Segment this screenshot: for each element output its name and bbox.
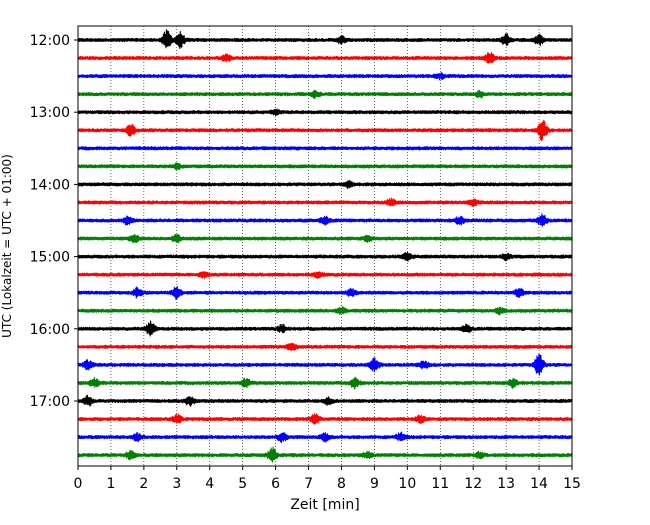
x-tick-label: 11 <box>431 476 449 492</box>
x-tick-label: 14 <box>530 476 548 492</box>
grid-layer <box>110 26 540 466</box>
x-tick-label: 13 <box>497 476 515 492</box>
trace-1430 <box>77 213 573 227</box>
trace-1600 <box>77 320 573 337</box>
y-tick-label: 12:00 <box>30 33 70 49</box>
x-tick-label: 1 <box>106 476 115 492</box>
y-axis-ticks: 12:00 13:00 14:00 15:00 16:00 17:00 <box>30 33 78 410</box>
trace-1700 <box>77 394 573 407</box>
y-tick-label: 16:00 <box>30 322 70 338</box>
x-tick-label: 9 <box>370 476 379 492</box>
x-tick-label: 4 <box>205 476 214 492</box>
trace-1730 <box>77 431 573 444</box>
x-axis-label: Zeit [min] <box>290 497 359 513</box>
y-tick-label: 14:00 <box>30 177 70 193</box>
trace-1415 <box>77 197 573 208</box>
trace-1315 <box>77 119 573 142</box>
y-tick-label: 17:00 <box>30 394 70 410</box>
x-tick-label: 10 <box>398 476 416 492</box>
trace-1500 <box>77 251 573 262</box>
trace-1330 <box>77 146 573 151</box>
trace-1645 <box>77 376 573 390</box>
x-tick-label: 5 <box>238 476 247 492</box>
x-tick-label: 15 <box>563 476 581 492</box>
y-tick-label: 13:00 <box>30 105 70 121</box>
trace-1400 <box>77 179 573 190</box>
y-axis-label: UTC (Lokalzeit = UTC + 01:00) <box>0 154 14 338</box>
trace-1530 <box>77 286 573 300</box>
trace-1715 <box>77 413 573 425</box>
trace-1745 <box>77 446 573 463</box>
trace-1545 <box>77 306 573 316</box>
trace-1200 <box>77 29 573 49</box>
x-tick-label: 3 <box>172 476 181 492</box>
x-tick-label: 6 <box>271 476 280 492</box>
trace-1345 <box>77 162 573 171</box>
trace-1245 <box>77 89 573 99</box>
x-axis-ticks: 0 1 2 3 4 5 6 7 8 9 10 11 12 13 14 15 <box>74 466 581 492</box>
trace-1445 <box>77 233 573 244</box>
trace-layer <box>77 29 573 463</box>
trace-1215 <box>77 51 573 64</box>
y-tick-label: 15:00 <box>30 250 70 266</box>
x-tick-label: 2 <box>139 476 148 492</box>
x-tick-label: 7 <box>304 476 313 492</box>
trace-1630 <box>77 353 573 376</box>
x-tick-label: 12 <box>464 476 482 492</box>
trace-1300 <box>77 108 573 116</box>
trace-1515 <box>77 270 573 279</box>
plot-frame <box>77 25 573 467</box>
trace-1230 <box>77 72 573 81</box>
trace-1615 <box>77 342 573 351</box>
x-tick-label: 0 <box>74 476 83 492</box>
x-tick-label: 8 <box>337 476 346 492</box>
